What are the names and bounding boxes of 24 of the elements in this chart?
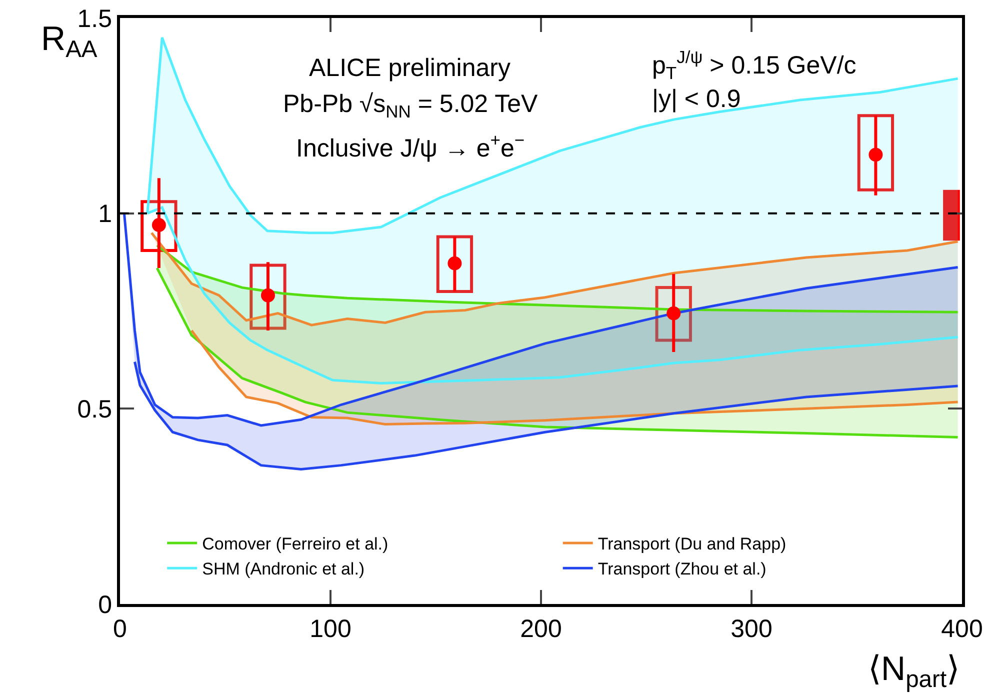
- y-tick-label: 0.5: [77, 395, 112, 424]
- x-axis-title: ⟨N$_{part}$⟩: [868, 650, 960, 694]
- bar: [250, 264, 286, 330]
- point: [868, 148, 883, 162]
- bar: [857, 114, 894, 192]
- y-tick-label: 0: [98, 590, 112, 619]
- annotation: ALICE preliminary: [309, 54, 511, 82]
- line-series: [190, 329, 960, 426]
- legend-label: SHM (Andronic et al.): [202, 560, 365, 579]
- x-tick-label: 400: [941, 615, 983, 643]
- x-tick-label: 100: [310, 615, 352, 643]
- annotation: Inclusive J/ψ → e$^{+}$e$^{−}$: [296, 130, 525, 162]
- annotation: |y| < 0.9: [652, 85, 741, 113]
- legend-label: Transport (Du and Rapp): [598, 534, 786, 554]
- x-tick-label: 200: [520, 615, 562, 643]
- x-tick-label: 300: [730, 615, 772, 643]
- legend-label: Comover (Ferreiro et al.): [202, 534, 388, 554]
- legend-label: Transport (Zhou et al.): [598, 560, 766, 579]
- y-tick-label: 1: [98, 200, 112, 228]
- bar: [436, 235, 474, 293]
- annotation: p$_{T}$$^{J/ψ}$ > 0.15 GeV/c: [652, 47, 856, 83]
- annotation: Pb-Pb √s$_{NN}$ = 5.02 TeV: [283, 90, 538, 122]
- bar: [943, 190, 960, 241]
- point: [260, 288, 275, 302]
